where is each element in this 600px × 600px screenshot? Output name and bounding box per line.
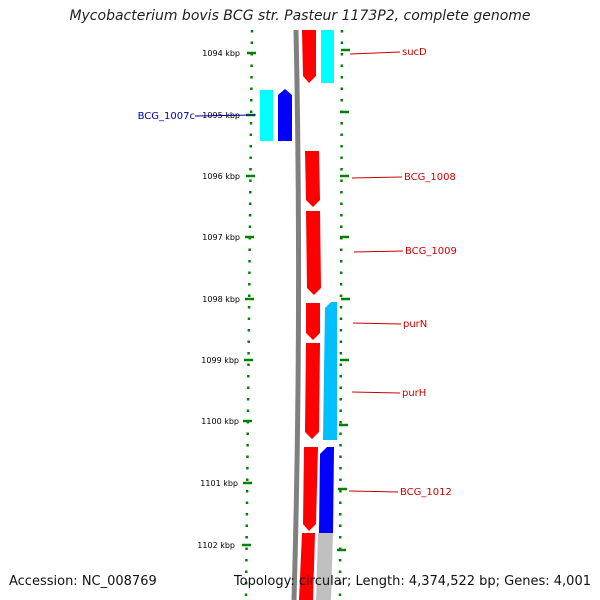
genome-backbone [291, 29, 302, 600]
label-line-sucD [349, 51, 401, 55]
label-line-purH [351, 391, 401, 394]
inner-dotted-line [338, 29, 344, 599]
ruler-label: 1100 kbp [201, 417, 239, 426]
inner-ticks [337, 48, 350, 552]
gene-BCG_1008 [305, 151, 320, 207]
label-line-BCG_1007c [194, 114, 257, 117]
gene-sucD [302, 30, 316, 83]
topology-text: Topology: circular; Length: 4,374,522 bp… [233, 574, 591, 589]
gene-BCG_1007c-cyan [260, 90, 273, 141]
ruler-label: 1098 kbp [202, 295, 240, 304]
ruler-label: 1099 kbp [201, 356, 239, 365]
gene-label-purH: purH [402, 388, 426, 399]
ruler-label: 1096 kbp [202, 172, 240, 181]
forward-genes [299, 30, 321, 600]
label-line-BCG_1012 [348, 490, 399, 493]
gene-BCG_1009 [306, 211, 321, 295]
gene-reverse-light-blue [323, 302, 337, 440]
gene-purH [305, 343, 320, 439]
ruler-label: 1094 kbp [202, 49, 240, 58]
ruler-label: 1101 kbp [200, 479, 238, 488]
gene-label-sucD: sucD [402, 47, 427, 58]
gene-label-BCG_1008: BCG_1008 [404, 172, 456, 183]
label-line-BCG_1008 [351, 176, 403, 179]
map-title: Mycobacterium bovis BCG str. Pasteur 117… [69, 8, 531, 24]
reverse-genes [260, 30, 337, 600]
gene-label-BCG_1007c: BCG_1007c [138, 111, 195, 122]
gene-BCG_1007c [278, 89, 292, 141]
gene-reverse-top [321, 30, 334, 83]
gene-forward-bottom [299, 533, 315, 600]
gene-label-purN: purN [403, 319, 427, 330]
label-line-BCG_1009 [353, 250, 404, 253]
label-line-purN [352, 322, 402, 325]
gene-label-BCG_1009: BCG_1009 [405, 246, 457, 257]
gene-BCG_1012 [303, 447, 318, 531]
gene-reverse-grey [316, 533, 333, 600]
ruler-ticks [242, 51, 256, 547]
ruler-line [244, 29, 254, 599]
ruler-label: 1097 kbp [202, 233, 240, 242]
accession-text: Accession: NC_008769 [9, 574, 157, 589]
gene-purN [306, 303, 320, 340]
gene-reverse-blue [319, 447, 334, 533]
gene-label-BCG_1012: BCG_1012 [400, 487, 452, 498]
ruler-label: 1102 kbp [197, 541, 235, 550]
